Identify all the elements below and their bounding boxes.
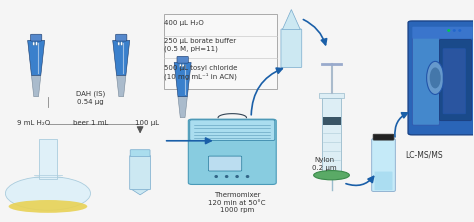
FancyBboxPatch shape (319, 93, 344, 98)
Text: 400 μL H₂O: 400 μL H₂O (164, 20, 203, 26)
Polygon shape (31, 75, 41, 97)
FancyBboxPatch shape (190, 120, 275, 141)
Ellipse shape (179, 64, 182, 68)
Text: beer 1 mL: beer 1 mL (73, 120, 108, 126)
Text: 9 mL H₂O: 9 mL H₂O (17, 120, 50, 126)
FancyBboxPatch shape (177, 56, 188, 63)
FancyBboxPatch shape (116, 34, 127, 41)
FancyBboxPatch shape (373, 134, 394, 140)
Polygon shape (113, 40, 130, 75)
FancyBboxPatch shape (209, 156, 242, 171)
Ellipse shape (447, 29, 450, 32)
Ellipse shape (33, 42, 35, 46)
Ellipse shape (458, 29, 461, 32)
Text: 250 μL borate buffer
(0.5 M, pH=11): 250 μL borate buffer (0.5 M, pH=11) (164, 38, 236, 52)
FancyBboxPatch shape (281, 29, 302, 67)
Text: Nylon
0.2 μm: Nylon 0.2 μm (312, 157, 337, 171)
Ellipse shape (36, 42, 37, 46)
FancyBboxPatch shape (412, 37, 439, 125)
FancyBboxPatch shape (38, 139, 57, 179)
Ellipse shape (214, 175, 218, 178)
Polygon shape (131, 189, 149, 195)
FancyBboxPatch shape (412, 27, 473, 39)
Polygon shape (174, 62, 191, 97)
Text: 500 μL tosyl chloride
(10 mg mL⁻¹ in ACN): 500 μL tosyl chloride (10 mg mL⁻¹ in ACN… (164, 65, 237, 80)
FancyBboxPatch shape (188, 119, 276, 184)
Ellipse shape (5, 176, 91, 210)
Polygon shape (117, 75, 126, 97)
FancyBboxPatch shape (30, 34, 42, 41)
FancyBboxPatch shape (322, 117, 340, 125)
Polygon shape (283, 10, 301, 30)
Ellipse shape (453, 29, 456, 32)
Ellipse shape (120, 42, 123, 46)
Text: LC-MS/MS: LC-MS/MS (405, 151, 443, 160)
Polygon shape (27, 40, 45, 75)
Ellipse shape (225, 175, 228, 178)
FancyBboxPatch shape (321, 98, 341, 170)
FancyBboxPatch shape (130, 150, 150, 157)
FancyBboxPatch shape (374, 172, 392, 190)
FancyBboxPatch shape (443, 49, 465, 114)
FancyBboxPatch shape (164, 14, 277, 89)
Text: DAH (IS)
0.54 μg: DAH (IS) 0.54 μg (76, 91, 105, 105)
FancyBboxPatch shape (130, 155, 151, 190)
FancyBboxPatch shape (408, 21, 474, 135)
FancyBboxPatch shape (372, 139, 395, 192)
Ellipse shape (118, 42, 120, 46)
Ellipse shape (246, 175, 249, 178)
Text: 100 μL: 100 μL (135, 120, 159, 126)
Ellipse shape (314, 170, 349, 180)
FancyBboxPatch shape (439, 40, 472, 121)
Ellipse shape (9, 200, 87, 213)
Ellipse shape (182, 64, 184, 68)
Ellipse shape (430, 67, 441, 88)
Text: Thermomixer
120 min at 50°C
1000 rpm: Thermomixer 120 min at 50°C 1000 rpm (208, 192, 266, 213)
Ellipse shape (235, 175, 239, 178)
Polygon shape (178, 97, 187, 118)
Ellipse shape (427, 61, 444, 94)
